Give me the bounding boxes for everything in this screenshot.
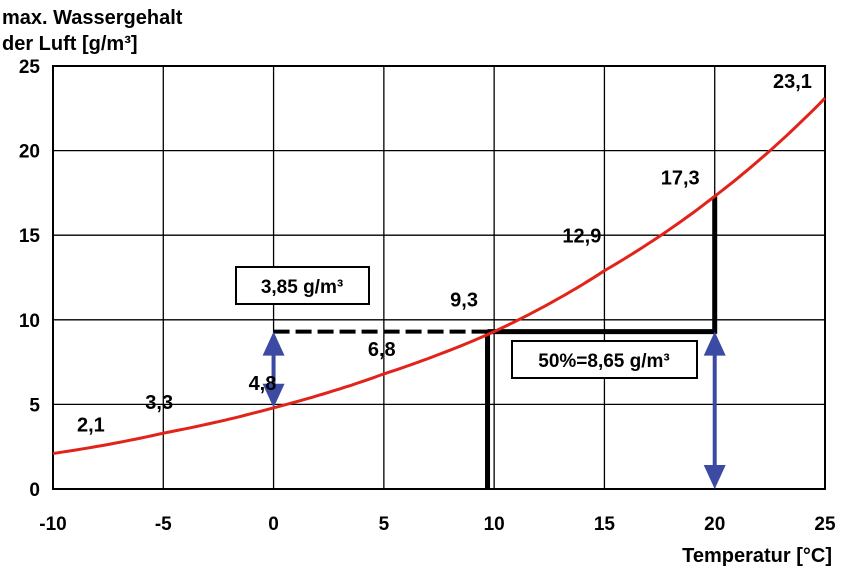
y-tick-label-1: 5 xyxy=(29,395,40,416)
arrow-left-head-top xyxy=(262,331,285,356)
x-tick-label-4: 10 xyxy=(484,514,505,535)
point-label-4: 9,3 xyxy=(450,290,478,312)
arrow-left xyxy=(262,331,285,408)
y-tick-label-2: 10 xyxy=(19,311,40,332)
diff-box-frame xyxy=(235,266,370,305)
x-tick-label-7: 25 xyxy=(814,514,836,535)
y-axis-title-line1: max. Wassergehalt xyxy=(2,7,183,29)
point-label-7: 23,1 xyxy=(773,71,812,93)
half-box-frame xyxy=(511,340,698,379)
x-tick-label-6: 20 xyxy=(704,514,725,535)
point-label-5: 12,9 xyxy=(562,226,601,248)
arrow-left-head-bottom xyxy=(262,383,285,408)
y-tick-label-4: 20 xyxy=(19,142,40,163)
arrow-right-head-bottom xyxy=(703,465,726,489)
annotations xyxy=(262,196,726,489)
half-box: 50%=8,65 g/m³ xyxy=(511,340,698,379)
x-tick-label-3: 5 xyxy=(379,514,390,535)
half-box-text: 50%=8,65 g/m³ xyxy=(538,351,670,372)
point-label-0: 2,1 xyxy=(77,414,105,436)
x-tick-label-1: -5 xyxy=(155,514,172,535)
y-tick-label-3: 15 xyxy=(19,226,41,247)
arrow-right-head-top xyxy=(703,331,726,356)
diff-box: 3,85 g/m³ xyxy=(235,266,370,305)
diff-box-text: 3,85 g/m³ xyxy=(261,277,343,298)
y-tick-label-5: 25 xyxy=(19,57,41,78)
y-axis-title-line2: der Luft [g/m³] xyxy=(2,33,138,55)
point-label-1: 3,3 xyxy=(145,392,173,414)
saturation-curve xyxy=(52,97,827,455)
plot-frame xyxy=(52,65,826,490)
x-axis-title: Temperatur [°C] xyxy=(682,545,832,567)
point-label-2: 4,8 xyxy=(249,373,277,395)
x-tick-label-5: 15 xyxy=(594,514,616,535)
point-label-3: 6,8 xyxy=(368,339,396,361)
x-tick-label-0: -10 xyxy=(39,514,66,535)
x-tick-label-2: 0 xyxy=(268,514,279,535)
arrow-right xyxy=(703,331,726,489)
point-label-6: 17,3 xyxy=(661,167,700,189)
tick-labels: -10 -5 0 5 10 15 20 25 0 5 10 15 20 25 xyxy=(19,57,836,535)
y-tick-label-0: 0 xyxy=(29,480,40,501)
grid xyxy=(52,65,826,490)
point-labels: 2,1 3,3 4,8 6,8 9,3 12,9 17,3 23,1 xyxy=(77,71,812,436)
